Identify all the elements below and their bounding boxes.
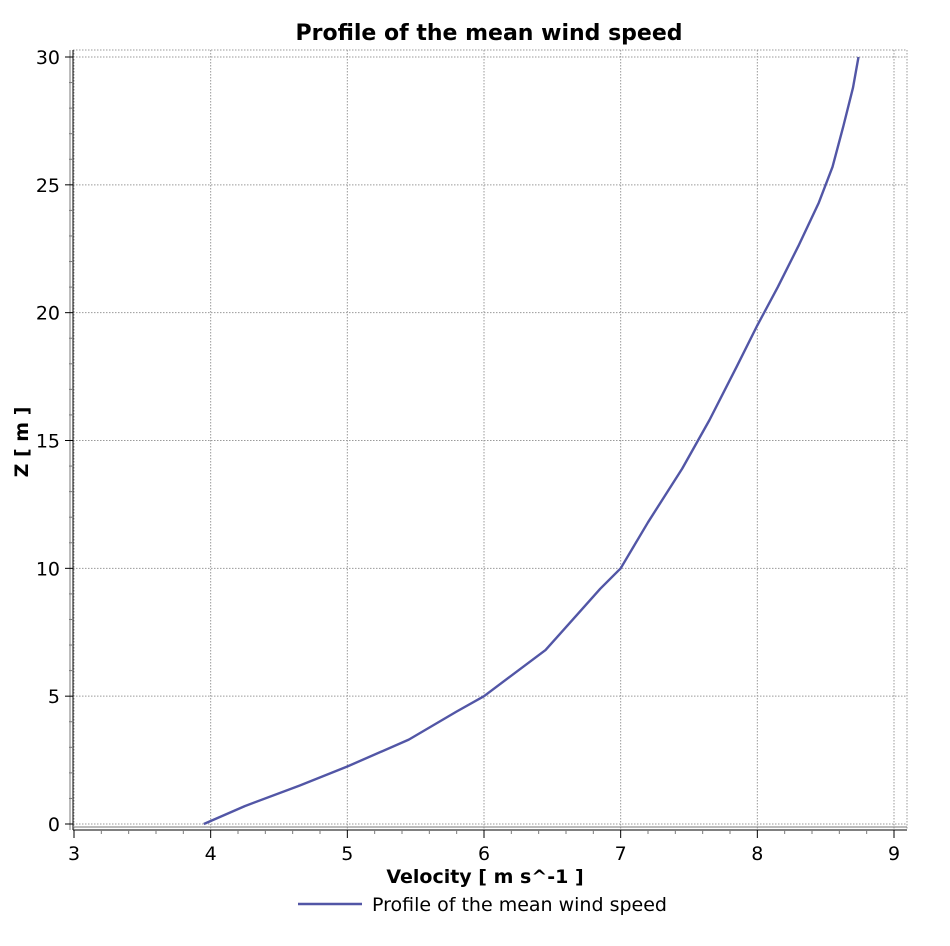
chart-title: Profile of the mean wind speed — [296, 21, 683, 46]
y-tick-label: 30 — [36, 47, 60, 69]
x-tick-label: 6 — [478, 843, 490, 865]
legend-label: Profile of the mean wind speed — [372, 894, 667, 916]
y-tick-label: 5 — [48, 686, 60, 708]
x-tick-label: 8 — [751, 843, 763, 865]
series-line — [203, 56, 860, 826]
x-tick-label: 4 — [205, 843, 217, 865]
x-tick-label: 3 — [68, 843, 80, 865]
x-tick-label: 5 — [341, 843, 353, 865]
x-axis-label: Velocity [ m s^-1 ] — [386, 866, 583, 888]
y-tick-label: 15 — [36, 431, 60, 453]
y-tick-label: 0 — [48, 814, 60, 836]
ticks-layer: 3 4 5 6 7 8 9 0 5 10 15 20 25 30 — [36, 47, 900, 865]
legend: Profile of the mean wind speed — [298, 894, 667, 916]
x-tick-label: 7 — [615, 843, 627, 865]
x-tick-label: 9 — [888, 843, 900, 865]
y-tick-label: 10 — [36, 558, 60, 580]
y-tick-label: 25 — [36, 175, 60, 197]
y-tick-label: 20 — [36, 303, 60, 325]
y-axis-label: Z [ m ] — [11, 407, 33, 478]
series-layer — [203, 56, 860, 826]
grid-layer — [73, 49, 908, 830]
